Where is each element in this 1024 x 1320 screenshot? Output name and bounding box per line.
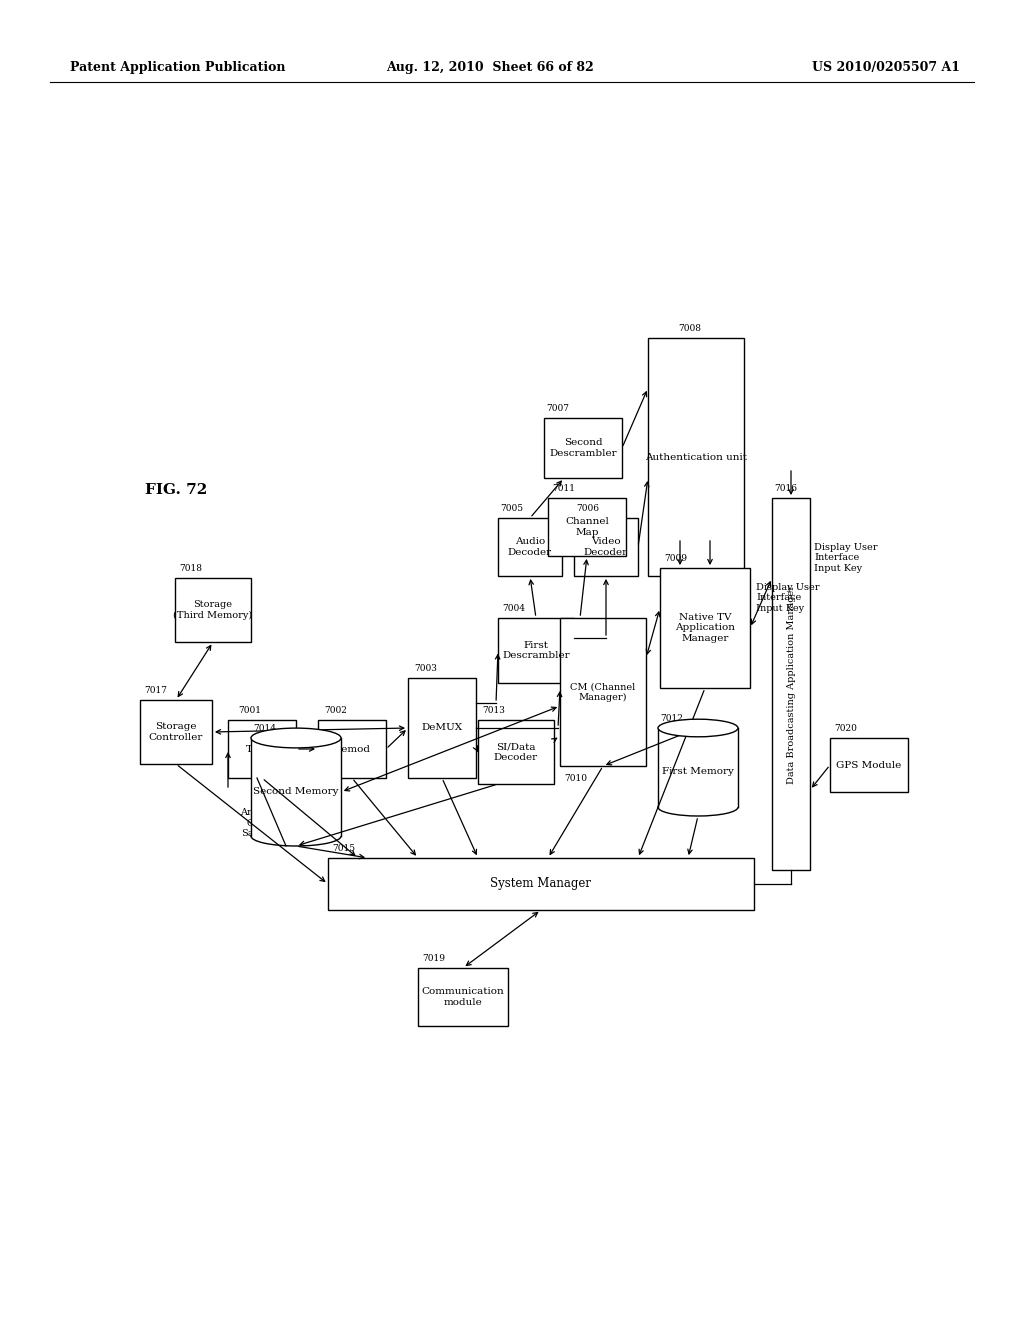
Ellipse shape (658, 719, 738, 737)
Text: Communication
module: Communication module (422, 987, 505, 1007)
Text: 7015: 7015 (332, 843, 355, 853)
Text: CM (Channel
Manager): CM (Channel Manager) (570, 682, 636, 702)
Ellipse shape (251, 729, 341, 748)
FancyBboxPatch shape (830, 738, 908, 792)
Text: 7016: 7016 (774, 484, 797, 492)
FancyBboxPatch shape (544, 418, 622, 478)
Text: 7007: 7007 (546, 404, 569, 413)
Text: Storage
(Third Memory): Storage (Third Memory) (173, 601, 253, 620)
FancyBboxPatch shape (498, 517, 562, 576)
Text: 7001: 7001 (238, 706, 261, 715)
Text: 7003: 7003 (414, 664, 437, 673)
Text: Channel
Map: Channel Map (565, 517, 609, 537)
FancyBboxPatch shape (648, 338, 744, 576)
Text: Storage
Controller: Storage Controller (148, 722, 203, 742)
FancyBboxPatch shape (548, 498, 626, 556)
Text: 7010: 7010 (564, 774, 587, 783)
Ellipse shape (251, 826, 341, 846)
FancyBboxPatch shape (418, 968, 508, 1026)
FancyBboxPatch shape (175, 578, 251, 642)
FancyBboxPatch shape (660, 568, 750, 688)
Text: First Memory: First Memory (663, 767, 734, 776)
Text: 7013: 7013 (482, 706, 505, 715)
FancyBboxPatch shape (498, 618, 574, 682)
Text: 7020: 7020 (834, 723, 857, 733)
FancyBboxPatch shape (560, 618, 646, 766)
Text: DeMUX: DeMUX (422, 723, 463, 733)
Text: Demod: Demod (334, 744, 371, 754)
Text: Antenna,
Cable,
Satellite: Antenna, Cable, Satellite (240, 808, 284, 838)
Text: 7017: 7017 (144, 686, 167, 696)
FancyBboxPatch shape (408, 678, 476, 777)
Text: Data Broadcasting Application Manager: Data Broadcasting Application Manager (786, 585, 796, 784)
FancyBboxPatch shape (574, 517, 638, 576)
Text: 7004: 7004 (502, 605, 525, 612)
FancyBboxPatch shape (772, 498, 810, 870)
Text: Audio
Decoder: Audio Decoder (508, 537, 552, 557)
Text: Aug. 12, 2010  Sheet 66 of 82: Aug. 12, 2010 Sheet 66 of 82 (386, 62, 594, 74)
Text: Tuner: Tuner (246, 744, 278, 754)
Text: Display User
Interface
Input Key: Display User Interface Input Key (814, 543, 878, 573)
Text: Video
Decoder: Video Decoder (584, 537, 628, 557)
Text: Native TV
Application
Manager: Native TV Application Manager (675, 612, 735, 643)
Text: 7005: 7005 (500, 504, 523, 513)
Text: Patent Application Publication: Patent Application Publication (70, 62, 286, 74)
Text: 7019: 7019 (422, 954, 445, 964)
FancyBboxPatch shape (478, 719, 554, 784)
FancyBboxPatch shape (328, 858, 754, 909)
Text: 7008: 7008 (678, 323, 701, 333)
Text: FIG. 72: FIG. 72 (145, 483, 207, 498)
FancyBboxPatch shape (251, 738, 341, 836)
Text: SI/Data
Decoder: SI/Data Decoder (494, 742, 538, 762)
Text: 7009: 7009 (664, 554, 687, 564)
Text: 7002: 7002 (324, 706, 347, 715)
Text: Authentication unit: Authentication unit (645, 453, 746, 462)
Text: US 2010/0205507 A1: US 2010/0205507 A1 (812, 62, 961, 74)
Text: Second
Descrambler: Second Descrambler (549, 438, 616, 458)
Text: First
Descrambler: First Descrambler (502, 640, 569, 660)
Text: System Manager: System Manager (490, 878, 592, 891)
FancyBboxPatch shape (658, 729, 738, 808)
Ellipse shape (658, 799, 738, 816)
Text: 7006: 7006 (575, 504, 599, 513)
FancyBboxPatch shape (140, 700, 212, 764)
Text: 7018: 7018 (179, 564, 202, 573)
Text: Display User
Interface
Input Key: Display User Interface Input Key (756, 583, 819, 612)
FancyBboxPatch shape (228, 719, 296, 777)
Text: 7014: 7014 (253, 723, 276, 733)
Text: Second Memory: Second Memory (253, 788, 339, 796)
FancyBboxPatch shape (318, 719, 386, 777)
Text: 7011: 7011 (552, 484, 575, 492)
Text: 7012: 7012 (660, 714, 683, 723)
Text: GPS Module: GPS Module (837, 760, 901, 770)
